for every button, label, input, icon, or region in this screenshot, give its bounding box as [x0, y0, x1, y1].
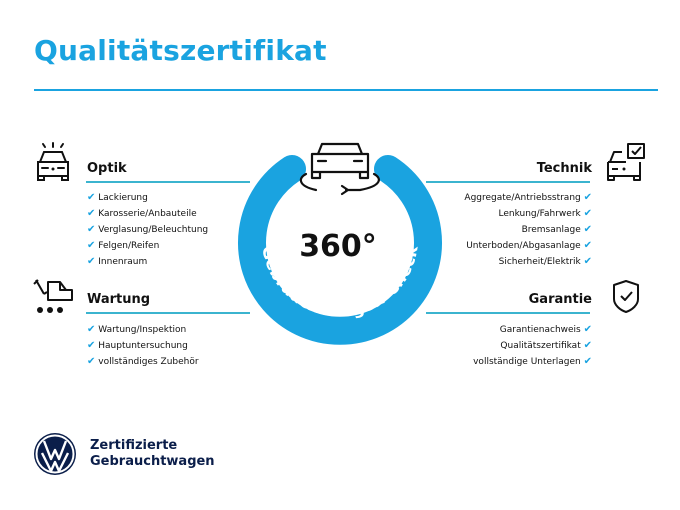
- optik-heading: Optik: [87, 161, 127, 176]
- check-360-badge: Gebrauchtwagen-Check 360°: [238, 142, 442, 345]
- list-item: Lenkung/Fahrwerk ✔: [498, 208, 592, 219]
- technik-rule: [426, 181, 590, 183]
- car-lights-icon: [37, 142, 69, 181]
- ring-arc: [238, 155, 442, 345]
- list-item: ✔ Innenraum: [87, 256, 148, 267]
- wartung-rule: [86, 312, 250, 314]
- garantie-list: Garantienachweis ✔ Qualitätszertifikat ✔…: [473, 322, 592, 370]
- vw-logo: [34, 433, 76, 475]
- wartung-list: ✔ Wartung/Inspektion ✔ Hauptuntersuchung…: [87, 322, 199, 370]
- car-checkbox-icon: [607, 143, 645, 181]
- list-item: vollständige Unterlagen ✔: [473, 356, 592, 367]
- garantie-heading: Garantie: [528, 292, 592, 307]
- list-item: ✔ vollständiges Zubehör: [87, 356, 199, 367]
- garantie-rule: [426, 312, 590, 314]
- list-item: ✔ Hauptuntersuchung: [87, 340, 188, 351]
- wartung-heading: Wartung: [87, 292, 151, 307]
- shield-check-icon: [613, 280, 639, 313]
- optik-list: ✔ Lackierung ✔ Karosserie/Anbauteile ✔ V…: [87, 190, 208, 270]
- page-title: Qualitätszertifikat: [34, 34, 327, 67]
- list-item: ✔ Lackierung: [87, 192, 148, 203]
- list-item: Aggregate/Antriebsstrang ✔: [464, 192, 592, 203]
- optik-rule: [86, 181, 250, 183]
- certified-used-cars-label: Zertifizierte Gebrauchtwagen: [90, 438, 215, 469]
- list-item: ✔ Felgen/Reifen: [87, 240, 160, 251]
- list-item: ✔ Verglasung/Beleuchtung: [87, 224, 209, 235]
- technik-list: Aggregate/Antriebsstrang ✔ Lenkung/Fahrw…: [464, 190, 592, 270]
- car-rotate-icon: [299, 142, 380, 196]
- list-item: Sicherheit/Elektrik ✔: [498, 256, 592, 267]
- list-item: Qualitätszertifikat ✔: [500, 340, 592, 351]
- list-item: Garantienachweis ✔: [499, 324, 592, 335]
- service-car-icon: [33, 279, 73, 313]
- title-divider: [34, 89, 658, 91]
- list-item: Bremsanlage ✔: [521, 224, 592, 235]
- technik-heading: Technik: [536, 161, 592, 176]
- list-item: Unterboden/Abgasanlage ✔: [466, 240, 592, 251]
- list-item: ✔ Karosserie/Anbauteile: [87, 208, 197, 219]
- degree-label: 360°: [299, 229, 377, 264]
- list-item: ✔ Wartung/Inspektion: [87, 324, 187, 335]
